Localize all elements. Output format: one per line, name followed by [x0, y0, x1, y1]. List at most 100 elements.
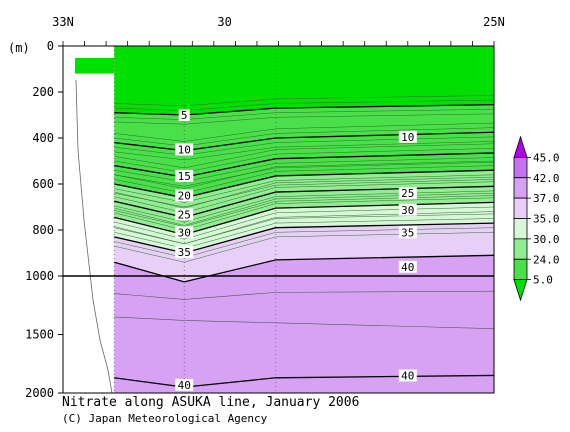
depth-unit-label: (m) [8, 41, 30, 55]
lat-label-2: 25N [483, 15, 505, 29]
thin-contour-15-3 [114, 161, 495, 187]
contour-label-bg-0 [178, 109, 190, 121]
contour-label-8: 10 [401, 131, 414, 144]
contour-label-bg-2 [175, 169, 194, 182]
fill-band-0-5 [114, 46, 495, 115]
depth-label-6: 1500 [25, 328, 54, 342]
colorbar-top-arrow [513, 135, 528, 158]
contour-line-35 [114, 222, 495, 254]
thin-contour-30-1 [114, 197, 495, 231]
thin-contour-35-0 [114, 213, 495, 245]
contour-label-9: 25 [401, 187, 414, 200]
colorbar-bin-6 [513, 258, 528, 281]
contour-label-bg-12 [398, 260, 417, 273]
thin-contour-25-3 [114, 195, 495, 227]
thin-contour-10-2 [114, 136, 495, 156]
contour-line-20 [114, 169, 495, 199]
thin-contour-30-0 [114, 192, 495, 226]
contour-label-13: 40 [401, 369, 414, 382]
contour-label-bg-11 [398, 226, 417, 239]
shallow-data-patch [75, 58, 115, 74]
colorbar-label-3: 35.0 [533, 213, 560, 226]
depth-label-2: 400 [32, 131, 54, 145]
contour-label-bg-9 [398, 187, 417, 200]
thin-contour-35-3 [114, 232, 495, 263]
thin-contour-30-2 [114, 206, 495, 240]
colorbar-bin-2 [513, 177, 528, 199]
contour-line-40 [114, 254, 495, 283]
depth-label-3: 600 [32, 177, 54, 191]
thin-contour-5-1 [114, 99, 495, 111]
copyright-credit: (C) Japan Meteorological Agency [62, 412, 268, 425]
contour-label-12: 40 [401, 261, 414, 274]
thin-contour-15-0 [114, 143, 495, 169]
thin-contour-10-3 [114, 141, 495, 161]
thin-contour-25-0 [114, 176, 495, 209]
lat-label-0: 33N [52, 15, 74, 29]
colorbar-bin-5 [513, 238, 528, 260]
colorbar: 45.0 42.0 37.0 35.0 30.0 24.0 5.0 [513, 135, 560, 302]
colorbar-bin-4 [513, 218, 528, 240]
depth-label-1: 200 [32, 85, 54, 99]
contour-label-bg-4 [175, 208, 194, 221]
thin-contour-35-2 [114, 227, 495, 258]
deep-thin-contour-1 [114, 316, 495, 329]
contour-label-bg-8 [398, 130, 417, 143]
thin-contour-20-0 [114, 160, 495, 189]
thin-contour-5-0 [114, 95, 495, 107]
lat-label-1: 30 [217, 15, 231, 29]
depth-label-4: 800 [32, 223, 54, 237]
thin-contour-30-3 [114, 211, 495, 245]
thin-contour-10-1 [114, 127, 495, 147]
profile-line [75, 79, 113, 394]
contour-label-2: 15 [178, 170, 191, 183]
contour-line-40-deep [114, 374, 495, 388]
depth-label-5: 1000 [25, 269, 54, 283]
colorbar-label-2: 37.0 [533, 192, 560, 205]
chart-title: Nitrate along ASUKA line, January 2006 [62, 395, 360, 410]
contour-line-25 [114, 185, 495, 219]
thin-contour-20-1 [114, 165, 495, 194]
colorbar-label-5: 24.0 [533, 253, 560, 266]
contour-line-30 [114, 201, 495, 236]
colorbar-label-4: 30.0 [533, 233, 560, 246]
fill-band-37-42 [114, 255, 495, 393]
contour-label-bg-6 [175, 245, 194, 258]
contour-label-11: 35 [401, 226, 414, 239]
thin-contour-25-1 [114, 181, 495, 214]
thin-contour-15-2 [114, 157, 495, 182]
axes: 33N 30 25N 0 200 400 600 800 1000 1500 2000 (m) [8, 15, 505, 400]
contour-label-bg-13 [398, 369, 417, 382]
no-data-region [63, 46, 115, 393]
contour-label-4: 25 [178, 208, 191, 221]
contour-label-bg-1 [175, 143, 194, 156]
contour-line-5 [114, 104, 495, 116]
fill-band-5-24 [114, 104, 495, 198]
depth-label-7: 2000 [25, 386, 54, 400]
contour-label-bg-10 [398, 203, 417, 216]
contour-label-bg-3 [175, 189, 194, 202]
thin-contour-20-2 [114, 174, 495, 203]
contour-label-1: 10 [178, 144, 191, 157]
colorbar-label-0: 45.0 [533, 151, 560, 164]
thin-contour-15-1 [114, 148, 495, 173]
contour-label-5: 30 [178, 226, 191, 239]
contour-label-6: 35 [178, 246, 191, 259]
colorbar-label-1: 42.0 [533, 172, 560, 185]
contour-line-15 [114, 152, 495, 178]
depth-label-0: 0 [47, 39, 54, 53]
deep-thin-contour-0 [114, 290, 495, 300]
colorbar-bin-1 [513, 156, 528, 179]
contour-label-bg-5 [175, 226, 194, 239]
plot-area: 5 10 15 20 25 30 35 40 10 25 30 35 40 40 [63, 46, 495, 394]
thin-contour-25-2 [114, 190, 495, 223]
contour-label-0: 5 [181, 109, 188, 122]
colorbar-bottom-arrow [513, 279, 528, 302]
contour-label-bg-7 [175, 378, 194, 391]
contour-label-10: 30 [401, 204, 414, 217]
contour-label-3: 20 [178, 190, 191, 203]
contour-line-10 [114, 131, 495, 152]
thin-contour-5-3 [114, 113, 495, 125]
thin-contour-10-0 [114, 122, 495, 142]
